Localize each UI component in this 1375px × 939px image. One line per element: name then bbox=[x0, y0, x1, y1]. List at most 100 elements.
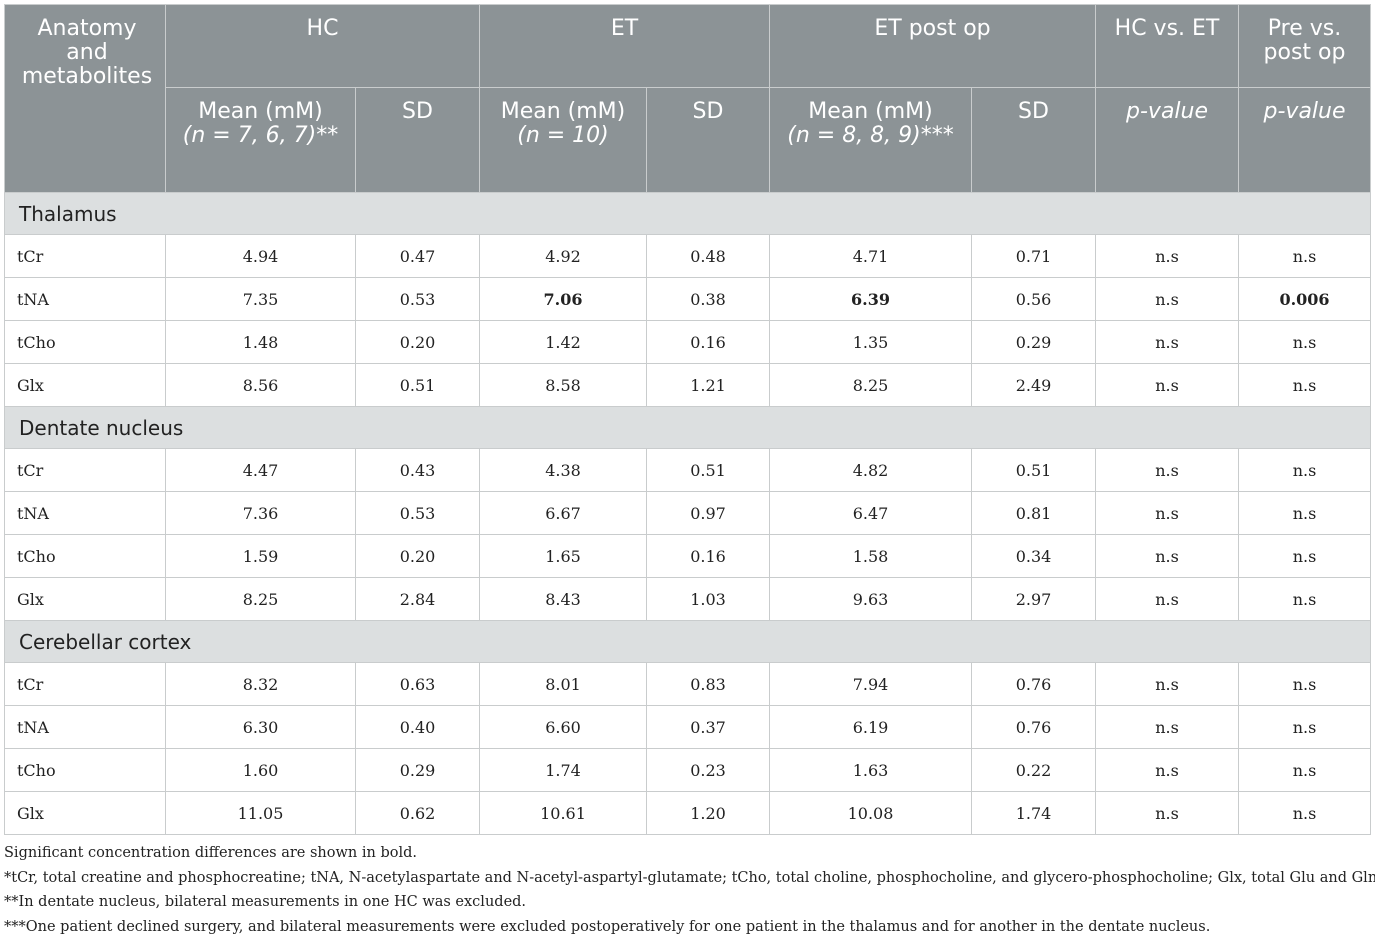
p-hc-vs-et-cell: n.s bbox=[1096, 364, 1239, 407]
metabolite-name: tCho bbox=[5, 535, 166, 578]
header-p-value-2: p-value bbox=[1239, 88, 1371, 193]
hc-sd-cell: 0.40 bbox=[356, 706, 480, 749]
hc-sd-cell: 0.20 bbox=[356, 535, 480, 578]
footnote-hc-exclusion: **In dentate nucleus, bilateral measurem… bbox=[4, 890, 1370, 915]
header-et-sd: SD bbox=[647, 88, 770, 193]
header-hc-mean: Mean (mM)(n = 7, 6, 7)** bbox=[166, 88, 356, 193]
hc-sd-cell: 0.47 bbox=[356, 235, 480, 278]
hc-sd-cell: 0.20 bbox=[356, 321, 480, 364]
hc-sd-cell: 0.62 bbox=[356, 792, 480, 835]
p-hc-vs-et-cell: n.s bbox=[1096, 663, 1239, 706]
metabolite-name: tNA bbox=[5, 706, 166, 749]
post-mean-cell: 9.63 bbox=[770, 578, 972, 621]
section-row-thalamus: Thalamus bbox=[5, 193, 1371, 235]
footnote-post-op-exclusion: ***One patient declined surgery, and bil… bbox=[4, 915, 1370, 939]
footnote-bold: Significant concentration differences ar… bbox=[4, 841, 1370, 866]
hc-mean-cell: 7.36 bbox=[166, 492, 356, 535]
post-sd-cell: 0.51 bbox=[972, 449, 1096, 492]
p-pre-vs-post-cell: n.s bbox=[1239, 792, 1371, 835]
post-sd-cell: 0.29 bbox=[972, 321, 1096, 364]
metabolite-name: tCho bbox=[5, 749, 166, 792]
p-pre-vs-post-cell: n.s bbox=[1239, 706, 1371, 749]
post-mean-cell: 4.71 bbox=[770, 235, 972, 278]
et-sd-cell: 0.83 bbox=[647, 663, 770, 706]
p-hc-vs-et-cell: n.s bbox=[1096, 535, 1239, 578]
bold-value: 0.006 bbox=[1279, 290, 1329, 309]
post-mean-cell: 1.35 bbox=[770, 321, 972, 364]
post-mean-cell: 4.82 bbox=[770, 449, 972, 492]
p-hc-vs-et-cell: n.s bbox=[1096, 235, 1239, 278]
et-mean-cell: 6.67 bbox=[480, 492, 647, 535]
header-hc-vs-et: HC vs. ET bbox=[1096, 5, 1239, 88]
et-mean-cell: 10.61 bbox=[480, 792, 647, 835]
p-pre-vs-post-cell: n.s bbox=[1239, 449, 1371, 492]
table-row: Glx 8.25 2.84 8.43 1.03 9.63 2.97 n.s n.… bbox=[5, 578, 1371, 621]
footnote-abbreviations: *tCr, total creatine and phosphocreatine… bbox=[4, 866, 1370, 891]
header-pre-vs-post: Pre vs. post op bbox=[1239, 5, 1371, 88]
header-hc: HC bbox=[166, 5, 480, 88]
hc-mean-cell: 1.59 bbox=[166, 535, 356, 578]
section-row-dentate-nucleus: Dentate nucleus bbox=[5, 407, 1371, 449]
post-sd-cell: 0.76 bbox=[972, 663, 1096, 706]
bold-value: 6.39 bbox=[851, 290, 890, 309]
et-sd-cell: 0.51 bbox=[647, 449, 770, 492]
post-sd-cell: 0.71 bbox=[972, 235, 1096, 278]
et-mean-cell: 4.92 bbox=[480, 235, 647, 278]
table-row: tCho 1.59 0.20 1.65 0.16 1.58 0.34 n.s n… bbox=[5, 535, 1371, 578]
table-row: tNA 6.30 0.40 6.60 0.37 6.19 0.76 n.s n.… bbox=[5, 706, 1371, 749]
et-sd-cell: 1.20 bbox=[647, 792, 770, 835]
header-p-value-1: p-value bbox=[1096, 88, 1239, 193]
p-hc-vs-et-cell: n.s bbox=[1096, 706, 1239, 749]
hc-sd-cell: 0.43 bbox=[356, 449, 480, 492]
p-hc-vs-et-cell: n.s bbox=[1096, 449, 1239, 492]
header-post-sd: SD bbox=[972, 88, 1096, 193]
p-hc-vs-et-cell: n.s bbox=[1096, 278, 1239, 321]
header-post-mean: Mean (mM)(n = 8, 8, 9)*** bbox=[770, 88, 972, 193]
et-mean-cell: 8.01 bbox=[480, 663, 647, 706]
section-label: Thalamus bbox=[5, 193, 1371, 235]
post-mean-cell: 1.63 bbox=[770, 749, 972, 792]
table-row: tCho 1.48 0.20 1.42 0.16 1.35 0.29 n.s n… bbox=[5, 321, 1371, 364]
header-anatomy: Anatomy and metabolites bbox=[5, 5, 166, 193]
et-sd-cell: 1.21 bbox=[647, 364, 770, 407]
table-row: Glx 8.56 0.51 8.58 1.21 8.25 2.49 n.s n.… bbox=[5, 364, 1371, 407]
header-et-mean: Mean (mM)(n = 10) bbox=[480, 88, 647, 193]
et-sd-cell: 0.97 bbox=[647, 492, 770, 535]
hc-mean-cell: 8.32 bbox=[166, 663, 356, 706]
p-pre-vs-post-cell: n.s bbox=[1239, 578, 1371, 621]
et-mean-cell: 7.06 bbox=[480, 278, 647, 321]
post-sd-cell: 2.49 bbox=[972, 364, 1096, 407]
header-et-post-op: ET post op bbox=[770, 5, 1096, 88]
header-et: ET bbox=[480, 5, 770, 88]
metabolite-name: tCr bbox=[5, 663, 166, 706]
et-mean-cell: 8.43 bbox=[480, 578, 647, 621]
hc-sd-cell: 0.53 bbox=[356, 278, 480, 321]
et-mean-cell: 8.58 bbox=[480, 364, 647, 407]
metabolite-name: Glx bbox=[5, 792, 166, 835]
post-sd-cell: 1.74 bbox=[972, 792, 1096, 835]
et-sd-cell: 1.03 bbox=[647, 578, 770, 621]
et-sd-cell: 0.38 bbox=[647, 278, 770, 321]
p-hc-vs-et-cell: n.s bbox=[1096, 321, 1239, 364]
table-row: Glx 11.05 0.62 10.61 1.20 10.08 1.74 n.s… bbox=[5, 792, 1371, 835]
post-mean-cell: 1.58 bbox=[770, 535, 972, 578]
post-mean-cell: 6.39 bbox=[770, 278, 972, 321]
hc-mean-cell: 6.30 bbox=[166, 706, 356, 749]
post-mean-cell: 7.94 bbox=[770, 663, 972, 706]
metabolite-table: Anatomy and metabolites HC ET ET post op… bbox=[4, 4, 1371, 835]
hc-sd-cell: 0.29 bbox=[356, 749, 480, 792]
et-sd-cell: 0.16 bbox=[647, 535, 770, 578]
et-mean-cell: 1.42 bbox=[480, 321, 647, 364]
post-mean-cell: 6.47 bbox=[770, 492, 972, 535]
et-mean-cell: 1.74 bbox=[480, 749, 647, 792]
post-mean-cell: 10.08 bbox=[770, 792, 972, 835]
p-pre-vs-post-cell: n.s bbox=[1239, 321, 1371, 364]
hc-mean-cell: 1.60 bbox=[166, 749, 356, 792]
post-sd-cell: 2.97 bbox=[972, 578, 1096, 621]
hc-sd-cell: 0.51 bbox=[356, 364, 480, 407]
et-sd-cell: 0.23 bbox=[647, 749, 770, 792]
section-label: Cerebellar cortex bbox=[5, 621, 1371, 663]
metabolite-name: tCho bbox=[5, 321, 166, 364]
table-row: tCr 4.94 0.47 4.92 0.48 4.71 0.71 n.s n.… bbox=[5, 235, 1371, 278]
p-pre-vs-post-cell: n.s bbox=[1239, 364, 1371, 407]
